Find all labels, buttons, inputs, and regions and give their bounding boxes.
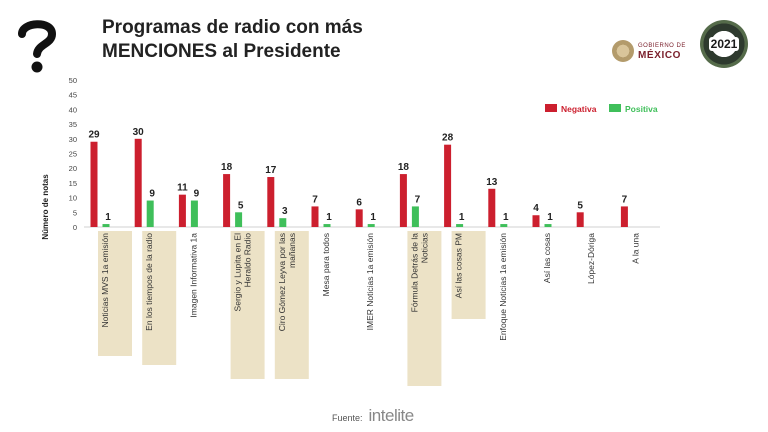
category-highlight: [274, 231, 309, 379]
chart-title-line-2: MENCIONES al Presidente: [102, 41, 341, 62]
bar-negativa: [620, 206, 628, 227]
value-label-negativa: 17: [265, 165, 277, 176]
bar-negativa: [134, 138, 142, 227]
category-label: Ciro Gómez Leyva por lasmañanas: [277, 233, 297, 331]
y-tick-label: 20: [69, 164, 77, 173]
bar-negativa: [444, 144, 452, 227]
gobierno-de-mexico-logo: GOBIERNO DE MÉXICO: [612, 40, 686, 62]
y-tick-label: 40: [69, 105, 77, 114]
bar-negativa: [355, 209, 363, 227]
bar-positiva: [102, 224, 110, 227]
category-label: A la una: [630, 233, 640, 264]
category-highlight: [407, 231, 442, 386]
eagle-emblem-icon: [612, 40, 634, 62]
value-label-negativa: 11: [177, 183, 188, 194]
bar-negativa: [532, 215, 540, 227]
category-label: Noticias MVS 1a emisión: [100, 233, 110, 328]
category-label: Enfoque Noticias 1a emisión: [498, 233, 508, 341]
bar-negativa: [311, 206, 319, 227]
value-label-negativa: 30: [133, 127, 145, 138]
value-label-positiva: 1: [459, 212, 465, 223]
category-label: En los tiempos de la radio: [144, 233, 154, 331]
legend-label-negativa: Negativa: [561, 104, 597, 114]
value-label-positiva: 9: [149, 189, 155, 200]
category-label: Mesa para todos: [321, 233, 331, 296]
legend-label-positiva: Positiva: [625, 104, 658, 114]
legend-swatch-negativa: [545, 104, 557, 112]
value-label-positiva: 9: [194, 189, 200, 200]
category-label: López-Dóriga: [586, 233, 596, 284]
bar-negativa: [178, 194, 186, 227]
bar-positiva: [456, 224, 464, 227]
year-seal-text: 2021: [708, 37, 740, 51]
value-label-negativa: 6: [356, 197, 362, 208]
source-label: Fuente:: [332, 413, 363, 423]
value-label-negativa: 7: [622, 194, 628, 205]
bar-positiva: [190, 200, 198, 227]
bar-positiva: [146, 200, 154, 227]
value-label-negativa: 4: [533, 203, 539, 214]
category-highlight: [98, 231, 132, 356]
category-label: Así las cosas PM: [454, 233, 464, 298]
value-label-negativa: 5: [577, 200, 583, 211]
value-label-positiva: 1: [503, 212, 509, 223]
category-label: Así las cosas: [542, 233, 552, 283]
bar-positiva: [544, 224, 552, 227]
value-label-negativa: 13: [486, 177, 498, 188]
value-label-positiva: 1: [370, 212, 376, 223]
category-label: Imagen Informativa 1a: [188, 233, 198, 318]
value-label-positiva: 5: [238, 200, 244, 211]
category-label: Sergio y Lupita en ElHeraldo Radio: [233, 233, 253, 312]
bar-positiva: [367, 224, 375, 227]
value-label-negativa: 28: [442, 133, 454, 144]
value-label-positiva: 1: [326, 212, 332, 223]
value-label-negativa: 18: [398, 162, 410, 173]
y-tick-label: 45: [69, 91, 77, 100]
chart-title: Programas de radio con más MENCIONES al …: [102, 16, 363, 64]
category-highlight: [142, 231, 177, 365]
y-axis-title: Número de notas: [41, 174, 50, 240]
year-seal-logo: 2021: [700, 20, 748, 68]
value-label-negativa: 18: [221, 162, 233, 173]
y-tick-label: 15: [69, 179, 77, 188]
gobierno-logo-bottom: MÉXICO: [638, 50, 682, 61]
bar-positiva: [500, 224, 508, 227]
bar-positiva: [279, 218, 287, 227]
legend-swatch-positiva: [609, 104, 621, 112]
bar-negativa: [399, 174, 407, 227]
bar-positiva: [235, 212, 243, 227]
y-tick-label: 30: [69, 135, 77, 144]
category-highlight: [230, 231, 265, 379]
bar-negativa: [223, 174, 231, 227]
question-mark-icon: [18, 20, 57, 73]
bar-negativa: [488, 188, 496, 227]
value-label-negativa: 7: [312, 194, 318, 205]
value-label-positiva: 1: [547, 212, 553, 223]
bar-negativa: [267, 177, 275, 227]
bar-negativa: [576, 212, 584, 227]
value-label-positiva: 3: [282, 206, 288, 217]
y-tick-label: 35: [69, 120, 77, 129]
value-label-positiva: 1: [105, 212, 111, 223]
value-label-positiva: 7: [415, 194, 421, 205]
source-brand-logo: intelite: [368, 406, 415, 425]
bar-positiva: [323, 224, 331, 227]
y-tick-label: 0: [73, 223, 77, 232]
chart-title-line-1: Programas de radio con más: [102, 17, 363, 38]
bar-positiva: [411, 206, 419, 227]
y-tick-label: 50: [69, 76, 77, 85]
bar-negativa: [90, 141, 98, 227]
category-label: Fórmula Detrás de laNoticias: [409, 233, 429, 313]
value-label-negativa: 29: [88, 130, 100, 141]
category-highlight: [451, 231, 486, 319]
y-tick-label: 10: [69, 194, 77, 203]
gobierno-logo-top: GOBIERNO DE: [638, 43, 686, 49]
y-tick-label: 25: [69, 150, 77, 159]
y-tick-label: 5: [73, 208, 77, 217]
source-note: Fuente: intelite: [332, 406, 414, 426]
category-label: IMER Noticias 1a emisión: [365, 233, 375, 331]
